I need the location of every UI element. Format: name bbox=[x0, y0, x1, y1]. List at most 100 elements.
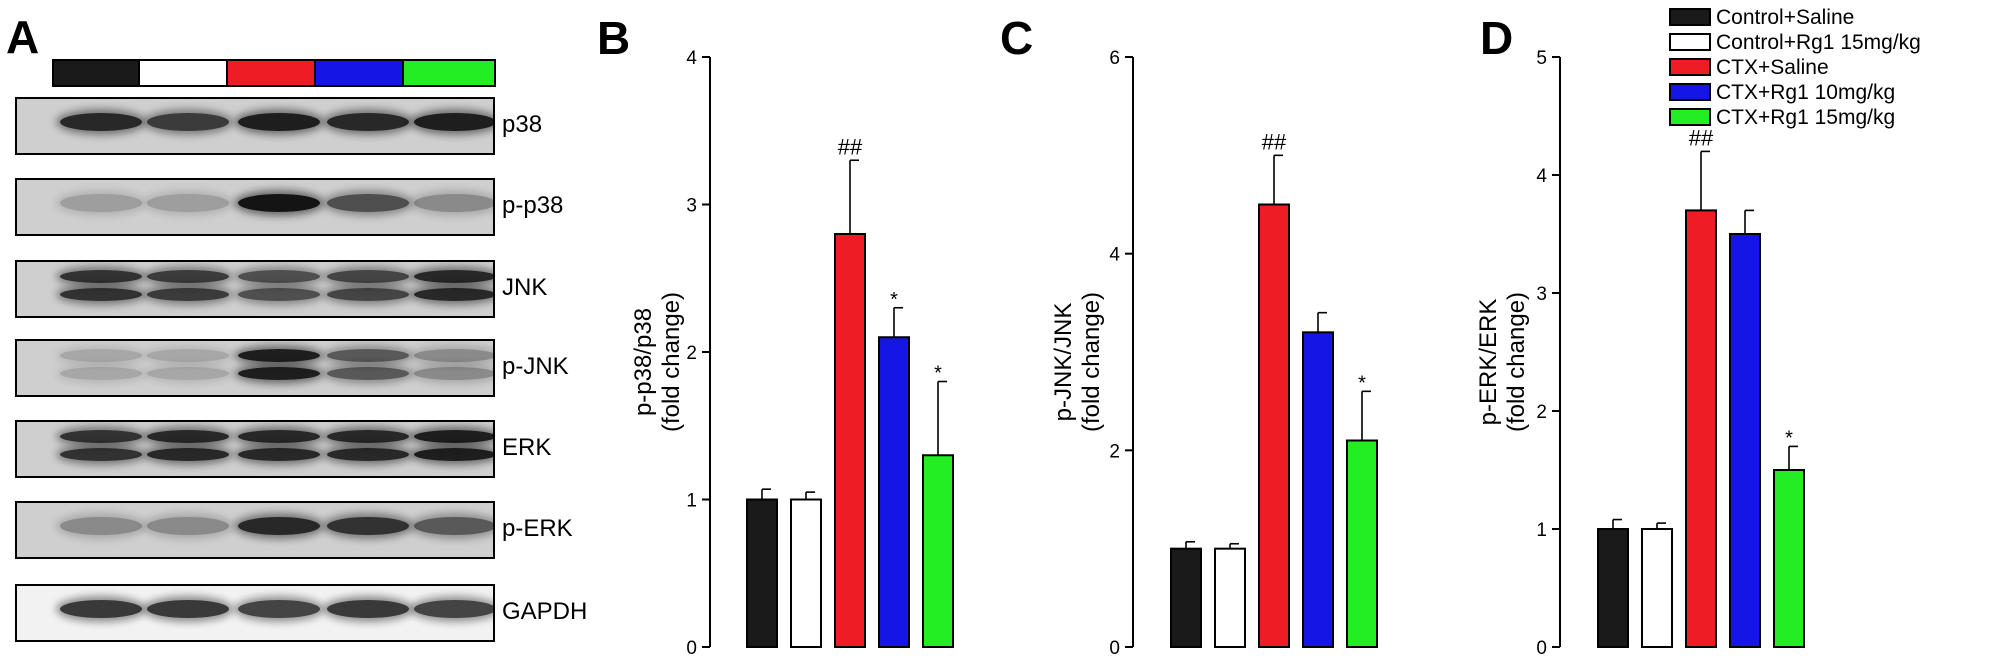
blot-p-jnk bbox=[15, 339, 495, 397]
blot-label-gapdh: GAPDH bbox=[502, 598, 588, 625]
blot-band bbox=[327, 349, 409, 362]
legend-label-2: Control+Rg1 15mg/kg bbox=[1716, 31, 1921, 54]
blot-erk bbox=[15, 420, 495, 478]
panel-b-significance-mark: * bbox=[890, 289, 898, 311]
panel-c-bar-3 bbox=[1258, 203, 1290, 648]
panel-d-bar-4 bbox=[1729, 233, 1761, 648]
blot-p-erk bbox=[15, 501, 495, 559]
legend-label-4: CTX+Rg1 10mg/kg bbox=[1716, 81, 1895, 104]
panel-c-significance-mark: ## bbox=[1262, 129, 1287, 154]
legend-label-5: CTX+Rg1 15mg/kg bbox=[1716, 106, 1895, 129]
panel-b-significance-mark: * bbox=[934, 363, 942, 385]
panel-d-y-tick-label: 0 bbox=[1536, 638, 1547, 659]
blot-band bbox=[147, 448, 229, 461]
legend-swatch-4 bbox=[1669, 83, 1711, 101]
blot-band bbox=[327, 367, 409, 380]
blot-band bbox=[60, 113, 142, 131]
panel-b-bar-1 bbox=[746, 498, 778, 648]
blot-label-p38: p38 bbox=[502, 111, 543, 138]
panel-d-y-tick-label: 4 bbox=[1536, 166, 1547, 187]
panel-d-y-label-units: (fold change) bbox=[1503, 292, 1530, 432]
panel-b-y-tick-label: 2 bbox=[686, 343, 697, 364]
legend-label-1: Control+Saline bbox=[1716, 6, 1854, 29]
panel-b-significance-mark: ## bbox=[838, 134, 863, 159]
blot-band bbox=[414, 113, 493, 131]
blot-band bbox=[414, 270, 493, 283]
panel-b-bar-4 bbox=[878, 336, 910, 648]
group-color-bar-1 bbox=[52, 59, 140, 87]
blot-band bbox=[147, 367, 229, 380]
blot-band bbox=[147, 270, 229, 283]
blot-band bbox=[147, 288, 229, 301]
blot-band bbox=[147, 194, 229, 212]
blot-band bbox=[60, 517, 142, 535]
blot-band bbox=[414, 430, 493, 443]
panel-c-bar-4 bbox=[1302, 331, 1334, 648]
panel-c-letter: C bbox=[1000, 12, 1033, 64]
blot-band bbox=[60, 600, 142, 618]
blot-band bbox=[327, 430, 409, 443]
blot-band bbox=[238, 270, 320, 283]
blot-band bbox=[327, 270, 409, 283]
blot-band bbox=[327, 448, 409, 461]
panel-c-y-tick-label: 4 bbox=[1109, 245, 1120, 266]
panel-d-bar-3 bbox=[1685, 209, 1717, 648]
panel-b-y-tick-label: 4 bbox=[686, 48, 697, 69]
blot-label-p-p38: p-p38 bbox=[502, 192, 564, 219]
panel-d-bar-2 bbox=[1641, 528, 1673, 648]
panel-d-y-tick-label: 1 bbox=[1536, 520, 1547, 541]
panel-d-significance-mark: ## bbox=[1689, 125, 1714, 150]
blot-label-erk: ERK bbox=[502, 434, 552, 461]
blot-band bbox=[60, 288, 142, 301]
blot-band bbox=[238, 600, 320, 618]
panel-a-letter: A bbox=[6, 11, 40, 63]
blot-band bbox=[327, 113, 409, 131]
blot-band bbox=[414, 349, 493, 362]
blot-band bbox=[238, 448, 320, 461]
blot-band bbox=[147, 430, 229, 443]
blot-band bbox=[238, 367, 320, 380]
blot-band bbox=[327, 194, 409, 212]
blot-band bbox=[238, 194, 320, 212]
blot-band bbox=[327, 600, 409, 618]
panel-d-y-tick-label: 5 bbox=[1536, 48, 1547, 69]
panel-b-y-tick-label: 1 bbox=[686, 491, 697, 512]
legend-label-3: CTX+Saline bbox=[1716, 56, 1829, 79]
blot-band bbox=[60, 349, 142, 362]
panel-c-y-tick-label: 0 bbox=[1109, 638, 1120, 659]
legend-swatch-3 bbox=[1669, 58, 1711, 76]
blot-band bbox=[238, 288, 320, 301]
legend-swatch-5 bbox=[1669, 108, 1711, 126]
group-color-bar-5 bbox=[402, 59, 496, 87]
panel-d-y-tick-label: 3 bbox=[1536, 284, 1547, 305]
blot-label-jnk: JNK bbox=[502, 274, 548, 301]
panel-b-y-label-units: (fold change) bbox=[658, 292, 685, 432]
blot-band bbox=[147, 517, 229, 535]
panel-b-bar-2 bbox=[790, 498, 822, 648]
panel-d-bar-1 bbox=[1597, 528, 1629, 648]
blot-gapdh bbox=[15, 584, 495, 642]
blot-band bbox=[60, 430, 142, 443]
panel-b-bar-3 bbox=[834, 233, 866, 648]
blot-band bbox=[147, 113, 229, 131]
blot-band bbox=[238, 113, 320, 131]
panel-c-y-label: p-JNK/JNK bbox=[1050, 303, 1077, 422]
group-color-bar-4 bbox=[314, 59, 404, 87]
legend-swatch-2 bbox=[1669, 33, 1711, 51]
group-color-bar-2 bbox=[138, 59, 228, 87]
panel-b-y-label: p-p38/p38 bbox=[630, 308, 657, 416]
panel-c-y-tick-label: 6 bbox=[1109, 48, 1120, 69]
panel-d-significance-mark: * bbox=[1785, 427, 1793, 449]
panel-b-y-tick-label: 0 bbox=[686, 638, 697, 659]
legend-swatch-1 bbox=[1669, 8, 1711, 26]
blot-band bbox=[238, 349, 320, 362]
panel-c-bar-5 bbox=[1346, 439, 1378, 648]
blot-band bbox=[147, 600, 229, 618]
panel-c-bar-1 bbox=[1170, 547, 1202, 649]
blot-band bbox=[414, 367, 493, 380]
panel-d-y-label: p-ERK/ERK bbox=[1475, 299, 1502, 426]
blot-band bbox=[60, 270, 142, 283]
blot-band bbox=[60, 367, 142, 380]
blot-band bbox=[147, 349, 229, 362]
